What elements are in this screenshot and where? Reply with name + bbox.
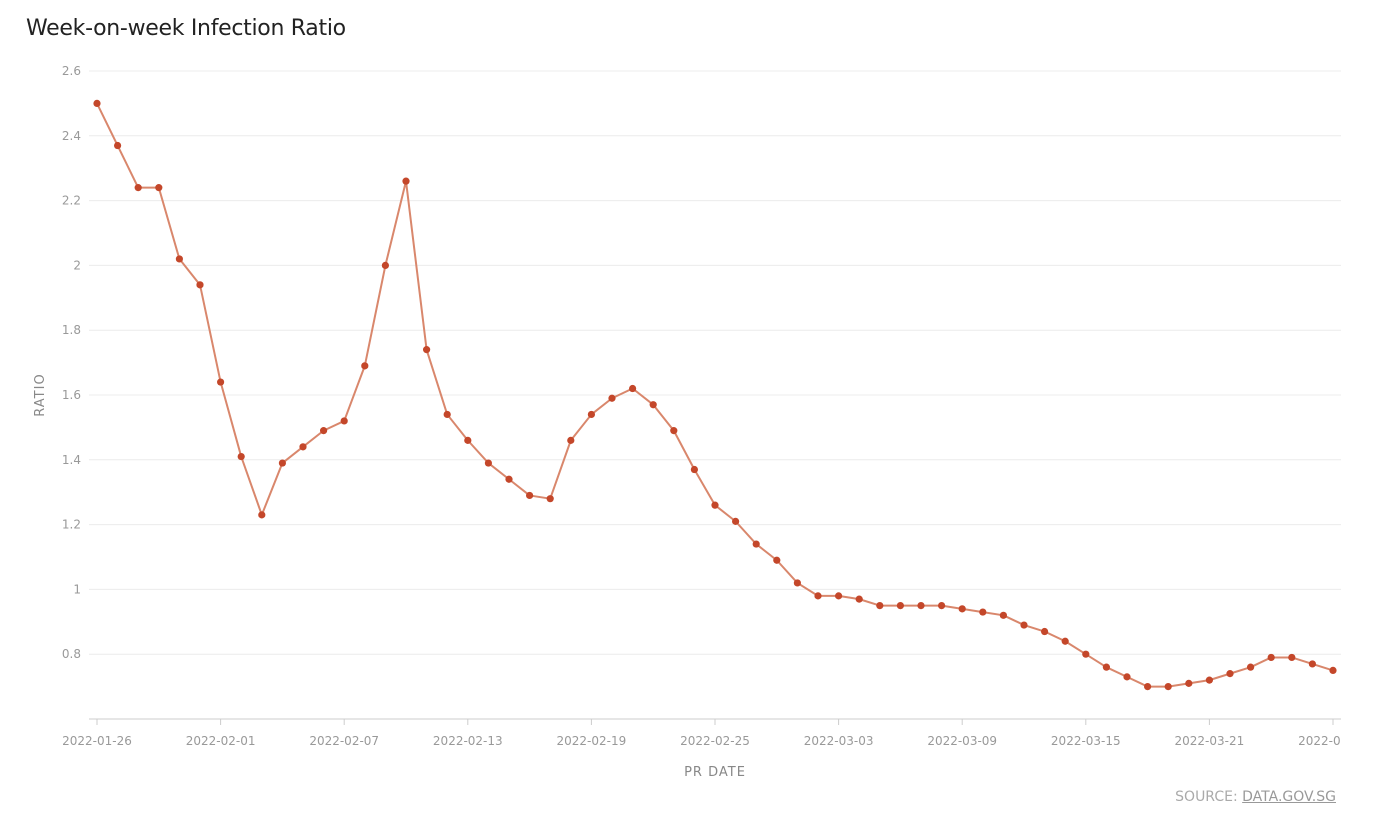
data-point[interactable] xyxy=(175,255,183,263)
data-point[interactable] xyxy=(134,184,142,192)
y-tick-label: 2.6 xyxy=(62,64,81,78)
data-point[interactable] xyxy=(93,99,101,107)
x-tick-label: 2022-03-15 xyxy=(1051,734,1121,748)
data-point[interactable] xyxy=(381,261,389,269)
data-point[interactable] xyxy=(876,602,884,610)
x-tick-label: 2022-02-19 xyxy=(557,734,627,748)
data-point[interactable] xyxy=(814,592,822,600)
data-point[interactable] xyxy=(361,362,369,370)
y-tick-label: 1.2 xyxy=(62,518,81,532)
data-point[interactable] xyxy=(711,501,719,509)
y-tick-labels: 0.8 1 1.2 1.4 1.6 1.8 2 2.2 2.4 2.6 xyxy=(62,64,81,661)
x-tick-label: 2022-03-03 xyxy=(804,734,874,748)
data-point[interactable] xyxy=(320,427,328,435)
x-tick-label: 2022-03-09 xyxy=(927,734,997,748)
x-tick-label: 2022-01-26 xyxy=(62,734,132,748)
data-point[interactable] xyxy=(217,378,225,386)
data-point[interactable] xyxy=(979,608,987,616)
y-tick-label: 2.2 xyxy=(62,194,81,208)
data-point[interactable] xyxy=(464,436,472,444)
data-point[interactable] xyxy=(484,459,492,467)
y-tick-label: 1.4 xyxy=(62,453,81,467)
chart-title: Week-on-week Infection Ratio xyxy=(26,16,346,41)
data-point[interactable] xyxy=(114,141,122,150)
data-point[interactable] xyxy=(443,410,451,419)
data-point[interactable] xyxy=(567,436,575,444)
y-tick-label: 0.8 xyxy=(62,647,81,661)
data-point[interactable] xyxy=(855,595,863,603)
data-point[interactable] xyxy=(1226,670,1234,678)
source-link[interactable]: DATA.GOV.SG xyxy=(1242,789,1336,805)
y-tick-label: 1 xyxy=(73,582,81,596)
data-point[interactable] xyxy=(237,452,245,461)
data-point[interactable] xyxy=(1102,663,1110,671)
data-point[interactable] xyxy=(340,417,348,425)
data-point[interactable] xyxy=(196,281,204,289)
grid-lines xyxy=(89,70,1341,655)
data-point[interactable] xyxy=(608,394,616,402)
data-point[interactable] xyxy=(1247,663,1255,671)
data-point[interactable] xyxy=(917,602,925,610)
data-point[interactable] xyxy=(649,401,657,409)
data-point[interactable] xyxy=(258,511,266,519)
data-point[interactable] xyxy=(793,579,802,587)
data-point[interactable] xyxy=(1061,637,1069,645)
data-point[interactable] xyxy=(1041,627,1049,636)
source-prefix: SOURCE: xyxy=(1175,789,1238,805)
y-tick-label: 1.6 xyxy=(62,388,81,402)
data-point[interactable] xyxy=(402,177,410,185)
y-tick-label: 1.8 xyxy=(62,323,81,337)
x-tick-labels: 2022-01-26 2022-02-01 2022-02-07 2022-02-13… xyxy=(62,734,1368,748)
data-point[interactable] xyxy=(958,605,966,613)
data-point[interactable] xyxy=(999,611,1008,619)
data-point[interactable] xyxy=(1185,679,1193,687)
data-point[interactable] xyxy=(1267,653,1275,662)
data-point[interactable] xyxy=(629,384,637,393)
data-point[interactable] xyxy=(1164,683,1172,691)
data-point[interactable] xyxy=(423,346,431,354)
data-point[interactable] xyxy=(1123,673,1131,681)
data-point[interactable] xyxy=(299,443,307,451)
data-point[interactable] xyxy=(896,602,905,610)
data-point[interactable] xyxy=(835,592,843,600)
data-point[interactable] xyxy=(155,184,163,192)
y-axis-title: RATIO xyxy=(33,373,48,416)
data-point[interactable] xyxy=(938,602,946,610)
data-point[interactable] xyxy=(1205,676,1213,684)
axes xyxy=(89,718,1341,725)
data-point[interactable] xyxy=(278,459,286,467)
y-tick-label: 2.4 xyxy=(62,129,81,143)
data-point[interactable] xyxy=(670,427,678,435)
data-point[interactable] xyxy=(752,540,760,548)
x-axis-title: PR DATE xyxy=(684,765,746,780)
data-point[interactable] xyxy=(587,410,596,419)
data-point[interactable] xyxy=(1020,621,1028,629)
data-point[interactable] xyxy=(1144,683,1152,691)
x-tick-label: 2022-03-27 xyxy=(1298,734,1368,748)
source-note: SOURCE: DATA.GOV.SG xyxy=(1175,789,1336,805)
data-point[interactable] xyxy=(732,517,740,525)
data-point[interactable] xyxy=(1082,650,1090,658)
data-point[interactable] xyxy=(690,465,699,474)
data-point[interactable] xyxy=(1329,666,1337,675)
data-point[interactable] xyxy=(546,495,554,503)
x-tick-label: 2022-02-07 xyxy=(309,734,379,748)
y-tick-label: 2 xyxy=(73,258,81,272)
data-point[interactable] xyxy=(1288,653,1296,662)
x-tick-label: 2022-02-25 xyxy=(680,734,750,748)
x-tick-label: 2022-02-01 xyxy=(186,734,256,748)
data-point[interactable] xyxy=(505,475,513,483)
series-points xyxy=(93,99,1337,691)
data-point[interactable] xyxy=(773,556,781,564)
data-point[interactable] xyxy=(526,491,534,500)
x-tick-label: 2022-02-13 xyxy=(433,734,503,748)
data-point[interactable] xyxy=(1308,660,1316,668)
x-tick-label: 2022-03-21 xyxy=(1175,734,1245,748)
